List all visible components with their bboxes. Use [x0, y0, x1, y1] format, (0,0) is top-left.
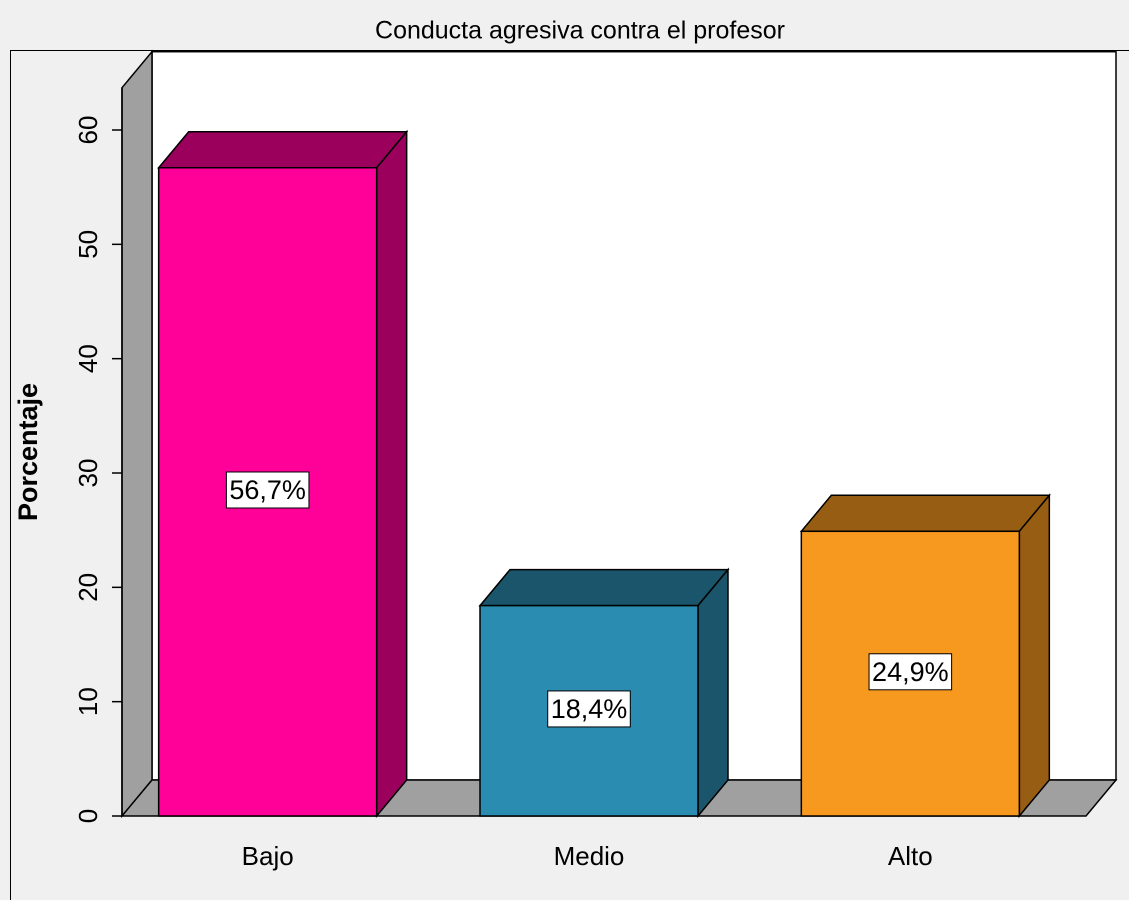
bar-side [1018, 493, 1051, 819]
bar-top [478, 568, 730, 607]
x-tick-label: Bajo [242, 841, 294, 871]
value-label-box [547, 690, 631, 728]
x-tick-label: Medio [554, 841, 625, 871]
y-tick-label: 20 [73, 573, 103, 602]
value-label-box [868, 653, 953, 691]
bar-top [799, 494, 1051, 533]
value-label: 24,9% [872, 657, 949, 687]
bar-side [697, 567, 729, 819]
x-tick-label: Alto [888, 841, 933, 871]
y-axis-label: Porcentaje [13, 383, 43, 521]
y-tick-label: 10 [73, 687, 103, 716]
bar-side [375, 129, 408, 819]
side-wall [121, 49, 153, 819]
value-label: 56,7% [229, 475, 306, 505]
y-tick-label: 60 [73, 116, 103, 145]
y-tick-label: 30 [73, 459, 103, 488]
bar-top [157, 130, 409, 169]
value-label-box [225, 471, 310, 509]
value-label: 18,4% [551, 694, 628, 724]
y-tick-label: 0 [73, 809, 103, 823]
y-tick-label: 40 [73, 344, 103, 373]
chart-title: Conducta agresiva contra el profesor [375, 17, 785, 45]
y-tick-label: 50 [73, 230, 103, 259]
